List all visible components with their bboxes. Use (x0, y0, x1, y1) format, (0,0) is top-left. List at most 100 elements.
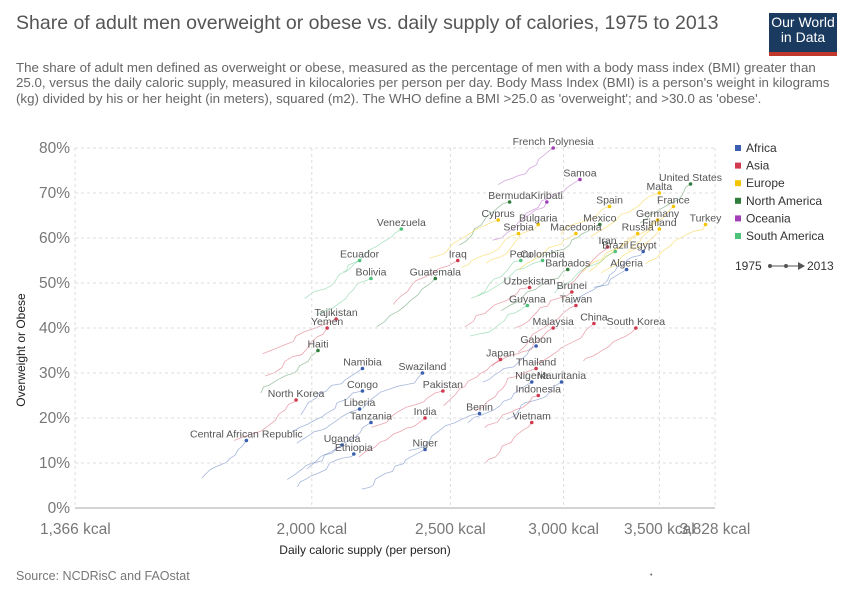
data-point[interactable] (325, 326, 329, 330)
data-point[interactable] (540, 258, 545, 263)
data-point[interactable] (592, 321, 596, 326)
data-point[interactable] (536, 222, 541, 227)
trail-line (568, 246, 608, 286)
data-point[interactable] (529, 380, 534, 384)
x-tick-label: 1,366 kcal (40, 521, 111, 538)
legend-item-label[interactable]: Oceania (746, 211, 791, 225)
data-point[interactable] (334, 317, 338, 321)
trail-line (582, 233, 638, 273)
country-label: Algeria (610, 258, 643, 270)
legend-item-label[interactable]: North America (746, 194, 822, 208)
data-point[interactable] (657, 227, 662, 231)
data-point[interactable] (605, 245, 610, 249)
data-point[interactable] (477, 411, 482, 416)
data-point[interactable] (360, 389, 365, 393)
y-axis-title: Overweight or Obese (14, 293, 28, 407)
data-point[interactable] (369, 420, 373, 425)
data-point[interactable] (441, 389, 445, 393)
country-label: Iraq (449, 249, 467, 261)
data-point[interactable] (671, 204, 676, 209)
trail-line (408, 413, 480, 451)
data-point[interactable] (529, 420, 534, 425)
country-label: Bulgaria (519, 213, 558, 225)
country-label: Brunei (557, 280, 587, 292)
data-point[interactable] (688, 182, 693, 186)
data-point[interactable] (635, 231, 640, 236)
data-point[interactable] (574, 231, 578, 236)
data-point[interactable] (518, 258, 523, 263)
data-point[interactable] (655, 218, 660, 222)
legend-item-label[interactable]: Asia (746, 159, 770, 173)
trail-line (554, 251, 616, 294)
data-point[interactable] (545, 200, 549, 204)
country-label: Finland (642, 217, 677, 229)
trail-line (201, 440, 247, 479)
legend-swatch (735, 197, 741, 204)
data-point[interactable] (399, 227, 404, 231)
data-point[interactable] (316, 348, 320, 353)
data-point[interactable] (455, 258, 460, 263)
trail-line (492, 201, 548, 241)
data-point[interactable] (527, 285, 532, 290)
data-point[interactable] (634, 326, 638, 330)
trail-line (506, 381, 562, 421)
legend[interactable]: Africa Asia Europe North America Oceania Sout… (735, 141, 824, 243)
data-point[interactable] (352, 452, 356, 456)
trail-line (304, 260, 360, 299)
data-point[interactable] (423, 416, 427, 420)
legend-item-label[interactable]: Europe (746, 176, 785, 190)
data-point[interactable] (516, 231, 521, 236)
data-point[interactable] (551, 146, 555, 150)
data-point[interactable] (551, 326, 555, 330)
data-point[interactable] (565, 267, 570, 272)
data-point[interactable] (657, 191, 662, 195)
trail-line (296, 408, 360, 444)
data-point[interactable] (613, 249, 618, 254)
owid-logo[interactable]: Our World in Data (769, 13, 837, 56)
data-point[interactable] (574, 303, 578, 308)
country-label: Uganda (324, 433, 361, 445)
data-point[interactable] (496, 218, 500, 222)
data-point[interactable] (624, 267, 629, 272)
legend-item-label[interactable]: South America (746, 229, 824, 243)
axes: 0% 10% 20% 30% 40% 50% 60% 70% 80% 1,366 kcal 2,00… (39, 140, 750, 538)
data-point[interactable] (534, 366, 538, 371)
data-point[interactable] (578, 177, 582, 182)
data-point[interactable] (534, 344, 538, 348)
trail-line (474, 368, 537, 411)
data-point[interactable] (703, 222, 708, 227)
data-point[interactable] (357, 407, 362, 411)
data-point[interactable] (360, 366, 365, 371)
data-point[interactable] (423, 447, 427, 452)
data-point[interactable] (559, 380, 564, 384)
data-point[interactable] (607, 204, 612, 209)
data-point[interactable] (536, 393, 541, 398)
y-tick-label: 20% (39, 410, 70, 427)
data-point[interactable] (507, 200, 512, 204)
data-point[interactable] (570, 290, 574, 294)
data-point[interactable] (294, 398, 298, 402)
country-label: Guatemala (410, 267, 462, 279)
country-label: Congo (347, 379, 378, 391)
data-point[interactable] (340, 443, 344, 447)
country-label: Tanzania (350, 411, 392, 423)
trail-line (260, 350, 319, 394)
time-range-indicator[interactable]: 1975 2013 (735, 259, 834, 273)
data-point[interactable] (433, 276, 438, 281)
data-point[interactable] (641, 249, 645, 254)
data-point[interactable] (598, 222, 602, 227)
country-label: Gabon (520, 334, 552, 346)
data-point[interactable] (420, 371, 425, 375)
data-points[interactable] (244, 146, 708, 456)
data-point[interactable] (525, 303, 530, 308)
country-label: Germany (636, 208, 680, 220)
data-point[interactable] (357, 258, 362, 263)
country-label: Turkey (690, 213, 722, 225)
legend-item-label[interactable]: Africa (746, 141, 777, 155)
country-label: Bolivia (356, 267, 387, 279)
data-point[interactable] (369, 276, 373, 281)
data-point[interactable] (498, 357, 503, 362)
time-mid-dot (784, 264, 788, 268)
data-point[interactable] (244, 438, 249, 443)
